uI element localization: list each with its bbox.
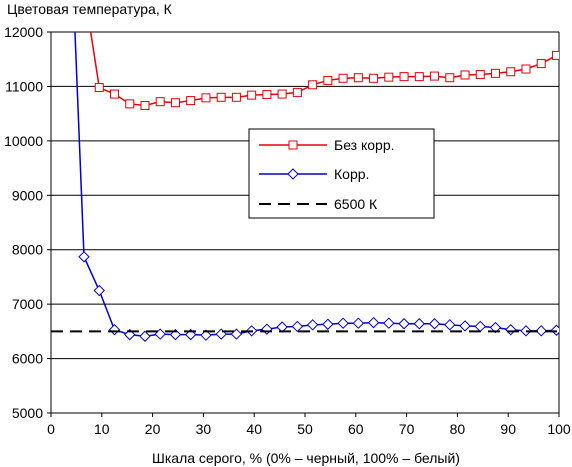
- axes: 5000 6000 7000 8000 9000 10000 11000 12000 0 10 20…: [4, 24, 571, 437]
- data-point-1: [140, 100, 150, 110]
- y-tick-label: 11000: [5, 78, 43, 94]
- x-tick-label: 60: [348, 421, 364, 437]
- data-point-1: [506, 67, 516, 77]
- data-point-1: [216, 92, 226, 102]
- data-point-1: [353, 73, 363, 83]
- y-tick-label: 7000: [12, 296, 43, 312]
- data-point-2: [367, 316, 380, 329]
- x-tick-label: 30: [196, 421, 212, 437]
- data-point-2: [489, 321, 502, 334]
- data-point-2: [352, 317, 365, 329]
- data-point-2: [550, 324, 559, 336]
- legend: Без корр. Корр. 6500 К: [248, 128, 435, 219]
- x-axis-title: Шкала серого, % (0% – черный, 100% – бел…: [152, 450, 460, 466]
- data-point-2: [108, 324, 121, 336]
- y-tick-label: 9000: [12, 187, 43, 203]
- data-point-2: [413, 318, 426, 330]
- data-point-1: [323, 75, 333, 85]
- data-point-1: [338, 73, 348, 83]
- legend-label-3: 6500 К: [334, 196, 378, 212]
- x-tick-label: 10: [94, 421, 110, 437]
- data-point-2: [261, 323, 273, 335]
- data-point-1: [536, 59, 546, 69]
- y-tick-label: 8000: [12, 242, 43, 258]
- data-point-1: [201, 93, 211, 103]
- data-point-2: [200, 329, 212, 341]
- data-point-2: [291, 320, 304, 333]
- legend-label-1: Без корр.: [334, 137, 395, 153]
- legend-marker-1: [288, 140, 298, 150]
- data-point-1: [186, 96, 196, 106]
- data-point-2: [93, 284, 105, 297]
- y-tick-label: 12000: [4, 24, 43, 40]
- y-tick-label: 6000: [12, 351, 43, 367]
- data-point-2: [398, 318, 410, 330]
- x-tick-label: 70: [399, 421, 415, 437]
- x-tick-label: 20: [145, 421, 161, 437]
- legend-label-2: Корр.: [334, 166, 369, 182]
- y-tick-label: 10000: [4, 133, 43, 149]
- series-clip-group: [51, 32, 559, 342]
- data-point-2: [428, 318, 441, 330]
- x-tick-label: 40: [246, 421, 262, 437]
- data-point-1: [430, 71, 440, 81]
- data-point-1: [94, 83, 104, 93]
- series-group: [51, 32, 559, 342]
- data-point-2: [78, 251, 90, 263]
- data-point-1: [277, 89, 287, 99]
- x-tick-label: 0: [47, 421, 55, 437]
- data-point-2: [444, 319, 456, 331]
- x-tick-label: 80: [450, 421, 466, 437]
- data-point-1: [231, 92, 241, 102]
- x-tick-label: 90: [500, 421, 516, 437]
- x-tick-label: 100: [547, 421, 571, 437]
- data-point-2: [337, 317, 349, 329]
- y-axis-title: Цветовая температура, К: [7, 1, 173, 17]
- data-point-1: [155, 97, 165, 107]
- y-tick-label: 5000: [12, 405, 43, 421]
- data-point-2: [535, 325, 547, 337]
- data-point-1: [445, 73, 455, 83]
- data-point-2: [383, 317, 395, 329]
- data-point-2: [306, 319, 319, 331]
- data-point-1: [460, 70, 470, 80]
- data-point-1: [491, 68, 500, 78]
- data-point-1: [125, 99, 135, 109]
- data-point-2: [459, 320, 471, 332]
- data-point-1: [399, 72, 409, 82]
- data-point-1: [551, 50, 559, 60]
- data-point-1: [414, 72, 424, 82]
- data-point-2: [520, 325, 532, 337]
- data-point-2: [139, 330, 151, 342]
- data-point-1: [262, 90, 272, 100]
- legend-marker-2: [287, 168, 299, 180]
- data-point-2: [505, 324, 517, 336]
- data-point-1: [475, 69, 485, 79]
- data-point-1: [170, 98, 180, 108]
- data-point-1: [292, 87, 302, 97]
- data-point-2: [474, 320, 486, 333]
- data-point-1: [521, 64, 531, 74]
- data-point-1: [384, 72, 394, 82]
- data-point-1: [110, 89, 119, 99]
- x-tick-label: 50: [297, 421, 313, 437]
- data-point-1: [369, 73, 379, 83]
- data-point-2: [322, 318, 334, 330]
- data-point-1: [308, 80, 318, 90]
- data-point-1: [247, 90, 257, 100]
